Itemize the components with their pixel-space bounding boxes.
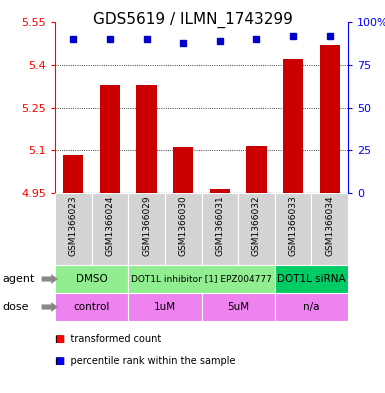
Text: n/a: n/a bbox=[303, 302, 320, 312]
Text: GSM1366024: GSM1366024 bbox=[105, 195, 114, 256]
Bar bbox=[238, 193, 275, 265]
Bar bbox=[55, 265, 128, 293]
Bar bbox=[165, 193, 201, 265]
Text: ■  transformed count: ■ transformed count bbox=[55, 334, 161, 344]
Text: GSM1366023: GSM1366023 bbox=[69, 195, 78, 256]
Text: DOT1L siRNA: DOT1L siRNA bbox=[277, 274, 346, 284]
Text: control: control bbox=[74, 302, 110, 312]
Text: GSM1366030: GSM1366030 bbox=[179, 195, 188, 256]
Text: GSM1366031: GSM1366031 bbox=[215, 195, 224, 256]
Text: ■: ■ bbox=[55, 356, 64, 365]
Bar bbox=[55, 293, 128, 321]
Bar bbox=[275, 293, 348, 321]
Bar bbox=[275, 265, 348, 293]
Text: DOT1L inhibitor [1] EPZ004777: DOT1L inhibitor [1] EPZ004777 bbox=[131, 274, 272, 283]
Text: ■: ■ bbox=[55, 334, 64, 344]
Bar bbox=[320, 45, 340, 193]
Text: GSM1366029: GSM1366029 bbox=[142, 195, 151, 256]
Bar bbox=[311, 193, 348, 265]
Bar bbox=[128, 293, 201, 321]
Bar bbox=[210, 189, 230, 193]
Bar bbox=[246, 146, 266, 193]
Text: 1uM: 1uM bbox=[154, 302, 176, 312]
Bar bbox=[128, 193, 165, 265]
Bar bbox=[201, 193, 238, 265]
Text: GDS5619 / ILMN_1743299: GDS5619 / ILMN_1743299 bbox=[92, 12, 293, 28]
Text: 5uM: 5uM bbox=[227, 302, 249, 312]
Bar bbox=[128, 265, 275, 293]
Bar bbox=[275, 193, 311, 265]
Bar bbox=[63, 154, 84, 193]
Bar bbox=[100, 85, 120, 193]
Bar bbox=[55, 193, 92, 265]
Bar bbox=[283, 59, 303, 193]
Text: GSM1366032: GSM1366032 bbox=[252, 195, 261, 256]
Text: dose: dose bbox=[2, 302, 28, 312]
Bar bbox=[92, 193, 128, 265]
Text: GSM1366033: GSM1366033 bbox=[289, 195, 298, 256]
Bar bbox=[173, 147, 193, 193]
Text: GSM1366034: GSM1366034 bbox=[325, 195, 334, 256]
Bar bbox=[201, 293, 275, 321]
Text: DMSO: DMSO bbox=[76, 274, 107, 284]
Text: agent: agent bbox=[2, 274, 34, 284]
Text: ■  percentile rank within the sample: ■ percentile rank within the sample bbox=[55, 356, 236, 365]
Bar bbox=[137, 85, 157, 193]
